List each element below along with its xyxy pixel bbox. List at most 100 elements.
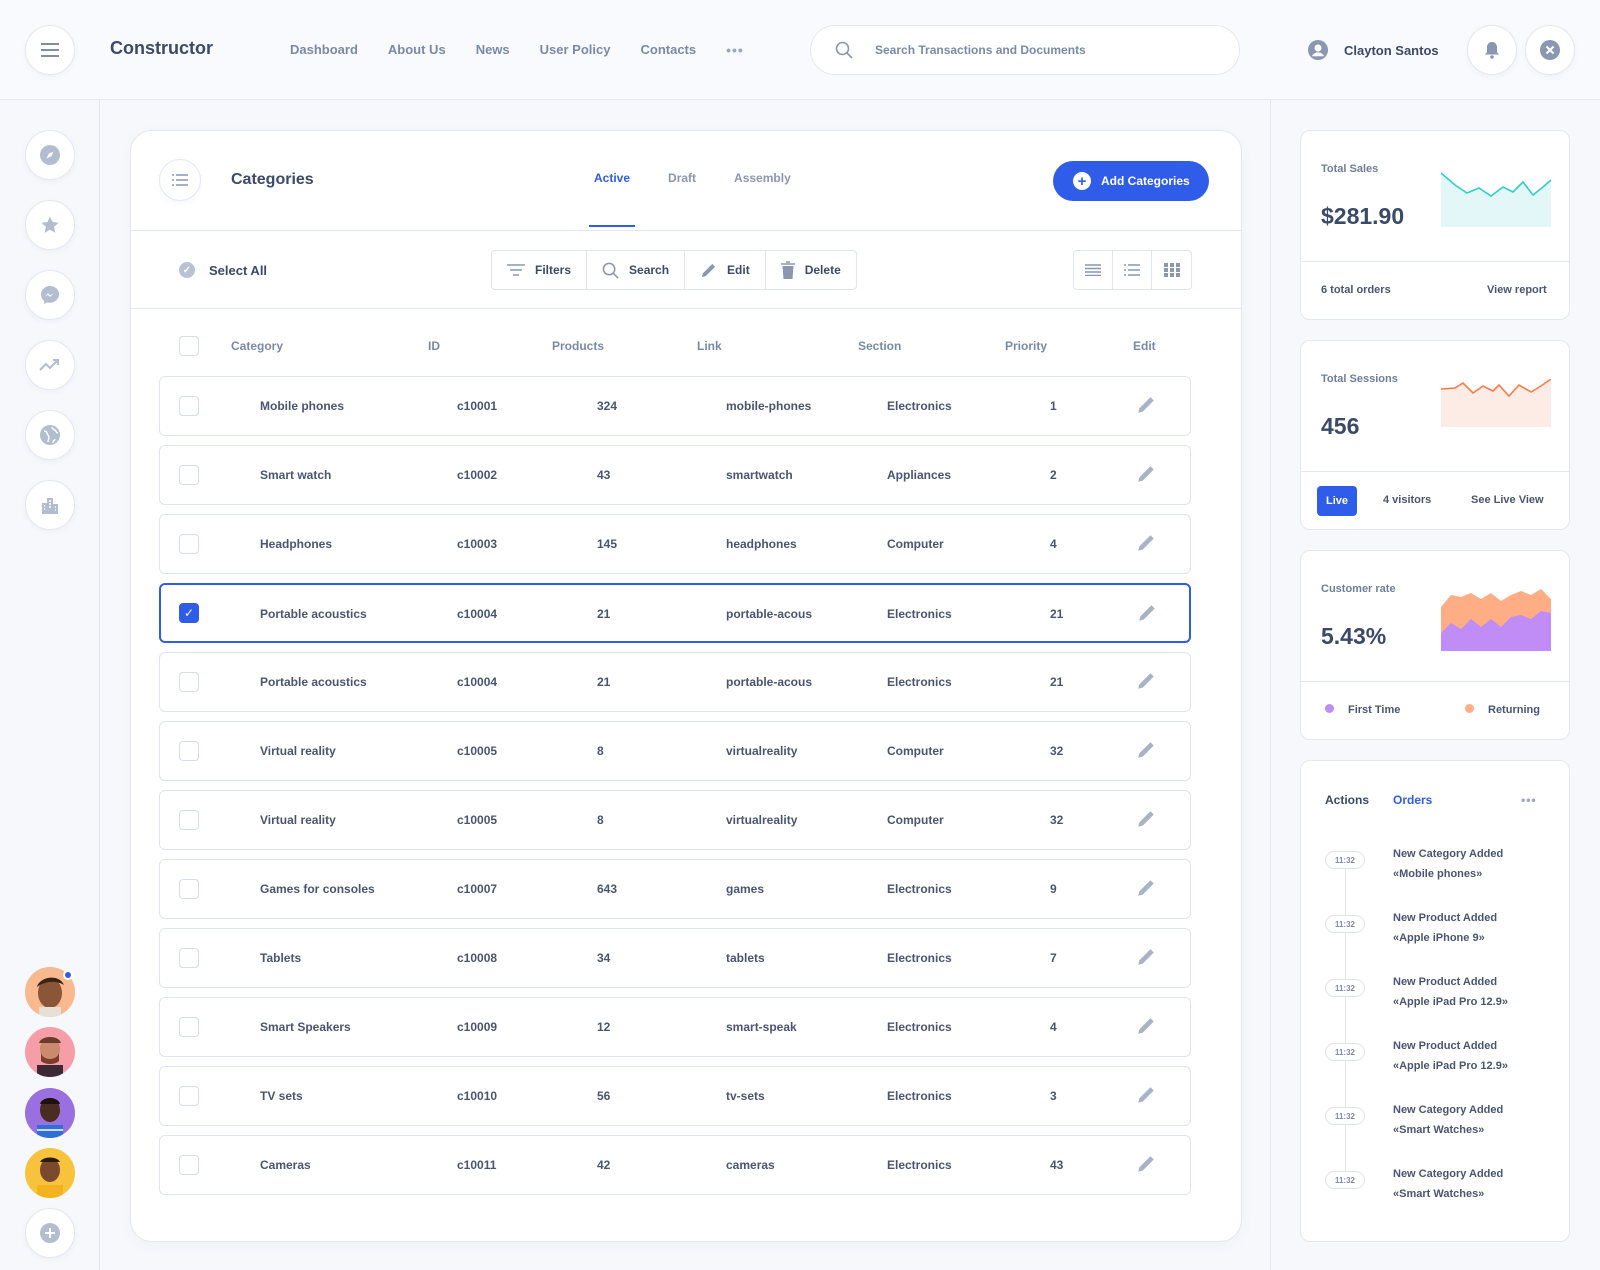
add-user-button[interactable] — [25, 1208, 75, 1258]
returning-label: Returning — [1488, 704, 1540, 716]
timeline-title: New Product Added — [1393, 976, 1498, 988]
table-row[interactable]: TV sets c10010 56 tv-sets Electronics 3 — [159, 1066, 1191, 1126]
nav-dashboard[interactable]: Dashboard — [290, 42, 358, 57]
view-grid-button[interactable] — [1152, 251, 1191, 289]
cell-priority: 2 — [1050, 468, 1057, 482]
sidebar-globe[interactable] — [25, 410, 75, 460]
cell-id: c10010 — [457, 1089, 498, 1103]
nav-more-icon[interactable]: ••• — [726, 42, 744, 58]
pencil-icon[interactable] — [1136, 1016, 1156, 1041]
tab-assembly[interactable]: Assembly — [734, 171, 791, 185]
pencil-icon[interactable] — [1137, 603, 1157, 628]
row-checkbox[interactable] — [179, 810, 199, 830]
row-checkbox[interactable] — [179, 741, 199, 761]
tab-actions[interactable]: Actions — [1325, 793, 1370, 807]
tab-draft[interactable]: Draft — [668, 171, 697, 185]
cell-priority: 9 — [1050, 882, 1057, 896]
row-checkbox[interactable] — [179, 1155, 199, 1175]
select-all[interactable]: ✓ Select All — [179, 262, 267, 278]
table-row[interactable]: Cameras c10011 42 cameras Electronics 43 — [159, 1135, 1191, 1195]
customer-area-chart — [1441, 589, 1551, 651]
row-checkbox[interactable] — [179, 396, 199, 416]
row-checkbox[interactable] — [179, 948, 199, 968]
pencil-icon[interactable] — [1136, 740, 1156, 765]
sidebar-star[interactable] — [25, 200, 75, 250]
right-sidebar — [1270, 100, 1600, 1270]
more-icon[interactable]: ••• — [1521, 793, 1537, 807]
view-report-link[interactable]: View report — [1487, 284, 1547, 296]
row-checkbox[interactable] — [179, 1017, 199, 1037]
cell-priority: 21 — [1050, 607, 1064, 621]
cell-category: Virtual reality — [260, 744, 336, 758]
sidebar-buildings[interactable] — [25, 480, 75, 530]
table-row[interactable]: Smart Speakers c10009 12 smart-speak Electro… — [159, 997, 1191, 1057]
table-row[interactable]: Games for consoles c10007 643 games Electron… — [159, 859, 1191, 919]
cell-id: c10005 — [457, 744, 498, 758]
nav-contacts[interactable]: Contacts — [640, 42, 697, 57]
avatar[interactable] — [25, 1148, 75, 1198]
pencil-icon[interactable] — [1136, 395, 1156, 420]
avatar[interactable] — [25, 1088, 75, 1138]
sidebar-compass[interactable] — [25, 130, 75, 180]
live-badge[interactable]: Live — [1317, 486, 1357, 516]
tab-active[interactable]: Active — [588, 171, 636, 227]
user-icon — [1308, 40, 1328, 60]
add-categories-button[interactable]: + Add Categories — [1053, 161, 1209, 201]
total-sessions-card: Total Sessions 456 Live 4 visitors See L… — [1300, 340, 1570, 530]
pencil-icon[interactable] — [1136, 533, 1156, 558]
close-button[interactable] — [1525, 25, 1575, 75]
total-sessions-label: Total Sessions — [1321, 373, 1398, 385]
cell-section: Appliances — [887, 468, 952, 482]
header-checkbox[interactable] — [179, 336, 199, 356]
filters-label: Filters — [535, 263, 572, 277]
pencil-icon[interactable] — [1136, 809, 1156, 834]
view-list-button[interactable] — [1113, 251, 1152, 289]
table-row[interactable]: Headphones c10003 145 headphones Computer 4 — [159, 514, 1191, 574]
pencil-icon[interactable] — [1136, 1154, 1156, 1179]
search-input[interactable] — [875, 43, 1195, 57]
cell-link: virtualreality — [726, 744, 798, 758]
table-row[interactable]: Virtual reality c10005 8 virtualreality Comp… — [159, 721, 1191, 781]
search-button[interactable]: Search — [587, 251, 686, 289]
filters-button[interactable]: Filters — [492, 251, 588, 289]
search-bar[interactable] — [810, 25, 1240, 75]
avatar[interactable] — [25, 967, 75, 1017]
row-checkbox[interactable]: ✓ — [179, 603, 199, 623]
tab-orders[interactable]: Orders — [1393, 793, 1433, 807]
cell-products: 8 — [597, 744, 604, 758]
menu-button[interactable] — [25, 25, 75, 75]
cell-id: c10008 — [457, 951, 498, 965]
user-profile[interactable]: Clayton Santos — [1308, 40, 1439, 60]
table-row[interactable]: Smart watch c10002 43 smartwatch Appliances 2 — [159, 445, 1191, 505]
pencil-icon[interactable] — [1136, 671, 1156, 696]
table-row[interactable]: Portable acoustics c10004 21 portable-acous… — [159, 652, 1191, 712]
notifications-button[interactable] — [1467, 25, 1517, 75]
list-menu-button[interactable] — [159, 159, 201, 201]
delete-button[interactable]: Delete — [766, 251, 856, 289]
pencil-icon[interactable] — [1136, 1085, 1156, 1110]
nav-about-us[interactable]: About Us — [387, 42, 446, 57]
table-row[interactable]: Virtual reality c10005 8 virtualreality Comp… — [159, 790, 1191, 850]
table-row[interactable]: Tablets c10008 34 tablets Electronics 7 — [159, 928, 1191, 988]
row-checkbox[interactable] — [179, 534, 199, 554]
pencil-icon[interactable] — [1136, 464, 1156, 489]
view-compact-button[interactable] — [1074, 251, 1113, 289]
row-checkbox[interactable] — [179, 672, 199, 692]
row-checkbox[interactable] — [179, 879, 199, 899]
sidebar-messenger[interactable] — [25, 270, 75, 320]
edit-button[interactable]: Edit — [685, 251, 766, 289]
sidebar-trending[interactable] — [25, 340, 75, 390]
pencil-icon[interactable] — [1136, 947, 1156, 972]
nav-user-policy[interactable]: User Policy — [539, 42, 611, 57]
pencil-icon[interactable] — [1136, 878, 1156, 903]
left-sidebar — [0, 100, 100, 1270]
avatar[interactable] — [25, 1027, 75, 1077]
cell-priority: 3 — [1050, 1089, 1057, 1103]
see-live-view-link[interactable]: See Live View — [1471, 494, 1544, 506]
row-checkbox[interactable] — [179, 1086, 199, 1106]
cell-link: tv-sets — [726, 1089, 765, 1103]
table-row[interactable]: Mobile phones c10001 324 mobile-phones Elect… — [159, 376, 1191, 436]
table-row[interactable]: ✓ Portable acoustics c10004 21 portable-acou… — [159, 583, 1191, 643]
row-checkbox[interactable] — [179, 465, 199, 485]
nav-news[interactable]: News — [475, 42, 510, 57]
